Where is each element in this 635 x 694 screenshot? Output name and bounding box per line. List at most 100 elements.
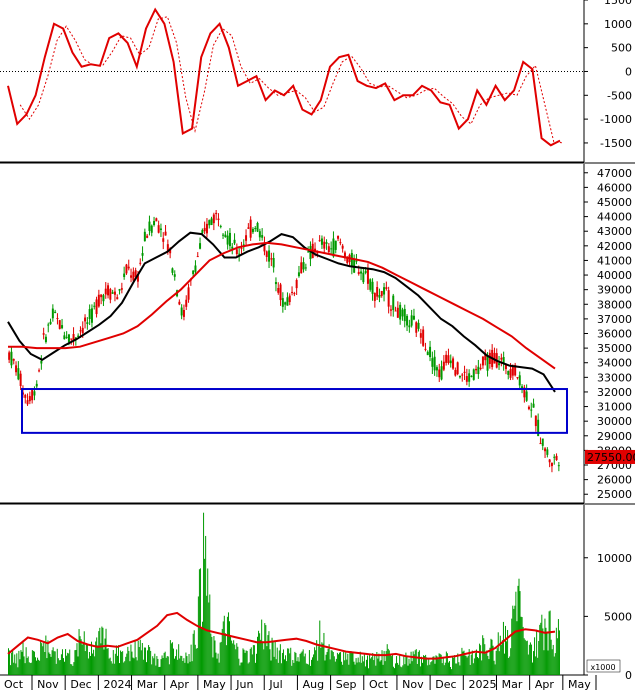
- candle-body: [401, 309, 404, 317]
- candle-body: [378, 295, 381, 298]
- volume-bar: [259, 633, 261, 675]
- volume-bar: [372, 653, 374, 675]
- volume-bar: [516, 621, 518, 675]
- candle-body: [107, 285, 110, 296]
- candle-body: [440, 366, 443, 380]
- candle-body: [362, 272, 365, 283]
- volume-bar: [207, 568, 209, 675]
- candle-body: [258, 231, 261, 238]
- volume-bar: [320, 647, 322, 675]
- volume-bar: [27, 656, 29, 675]
- volume-bar: [43, 641, 45, 675]
- volume-bar: [64, 661, 66, 675]
- volume-bar: [431, 661, 433, 675]
- volume-bar: [489, 647, 491, 675]
- volume-bar: [189, 661, 191, 675]
- short-moving-average-line: [7, 231, 556, 393]
- volume-bar: [208, 602, 210, 675]
- volume-bar: [454, 655, 456, 675]
- candle-body: [194, 265, 197, 272]
- volume-bar: [345, 652, 347, 675]
- candle-body: [254, 228, 257, 230]
- volume-bar: [122, 651, 124, 675]
- volume-bar: [411, 661, 413, 675]
- volume-bar: [12, 650, 14, 675]
- volume-bar: [45, 635, 47, 675]
- volume-bar: [23, 656, 25, 675]
- candle-body: [507, 370, 510, 375]
- volume-bar: [388, 650, 390, 675]
- volume-bar: [510, 648, 512, 675]
- volume-bar: [153, 658, 155, 675]
- candle-body: [88, 309, 91, 319]
- y-tick-label: 44000: [597, 211, 632, 224]
- volume-bar: [482, 635, 484, 675]
- volume-bar: [554, 653, 556, 675]
- candle-body: [429, 346, 432, 358]
- volume-bar: [469, 664, 471, 675]
- candle-body: [493, 352, 496, 364]
- volume-bar: [424, 656, 426, 675]
- volume-bar: [156, 656, 158, 675]
- volume-bar: [434, 663, 436, 675]
- volume-bar: [439, 653, 441, 675]
- volume-bar: [530, 644, 532, 675]
- candle-body: [49, 321, 52, 325]
- volume-bar: [558, 630, 560, 675]
- volume-bar: [21, 651, 23, 675]
- candle-body: [424, 348, 427, 350]
- y-tick-label: 37000: [597, 313, 632, 326]
- volume-bar: [127, 646, 129, 675]
- candle-body: [385, 287, 388, 289]
- volume-bar: [54, 651, 56, 675]
- candle-body: [171, 268, 174, 273]
- volume-bar: [432, 656, 434, 675]
- volume-bar: [40, 640, 42, 675]
- volume-bar: [193, 630, 195, 675]
- volume-bar: [123, 662, 125, 675]
- volume-bar: [140, 650, 142, 675]
- candle-body: [309, 246, 312, 260]
- volume-bar: [547, 650, 549, 675]
- volume-bar: [267, 635, 269, 675]
- candle-body: [366, 267, 369, 284]
- volume-bar: [284, 659, 285, 675]
- volume-bar: [91, 641, 93, 675]
- volume-bar: [116, 655, 118, 675]
- volume-bar: [503, 653, 505, 675]
- volume-bar: [264, 623, 266, 675]
- candle-body: [341, 245, 344, 249]
- candle-body: [265, 251, 268, 257]
- volume-bar: [346, 659, 348, 675]
- volume-bar: [508, 657, 510, 675]
- candle-body: [118, 289, 121, 291]
- x-axis: Oct Nov Dec 2024 Mar Apr May Jun Jul Aug Sep Oct Nov…: [4, 675, 597, 691]
- candle-body: [406, 315, 409, 326]
- last-price-label: 27550.00: [587, 451, 635, 464]
- candle-body: [35, 383, 38, 387]
- y-tick-label: 42000: [597, 240, 632, 253]
- volume-bar: [95, 641, 97, 675]
- volume-bar: [440, 654, 442, 675]
- volume-bar: [75, 649, 77, 675]
- volume-bar: [303, 656, 305, 675]
- volume-bar: [497, 632, 499, 675]
- candle-body: [343, 252, 346, 259]
- candle-body: [180, 307, 183, 316]
- volume-bar: [325, 654, 327, 675]
- volume-bar: [537, 657, 539, 675]
- y-tick-label: 36000: [597, 328, 632, 341]
- volume-bar: [265, 625, 267, 675]
- candle-body: [148, 221, 151, 231]
- volume-bar: [150, 650, 152, 675]
- volume-bar: [198, 569, 200, 675]
- volume-bar: [328, 644, 330, 675]
- candle-body: [187, 287, 190, 300]
- candle-body: [169, 248, 172, 254]
- volume-bar: [377, 658, 379, 675]
- volume-bar: [216, 658, 218, 675]
- candle-body: [54, 311, 57, 314]
- volume-bar: [535, 656, 537, 675]
- candle-body: [155, 218, 158, 222]
- volume-bar: [337, 654, 339, 675]
